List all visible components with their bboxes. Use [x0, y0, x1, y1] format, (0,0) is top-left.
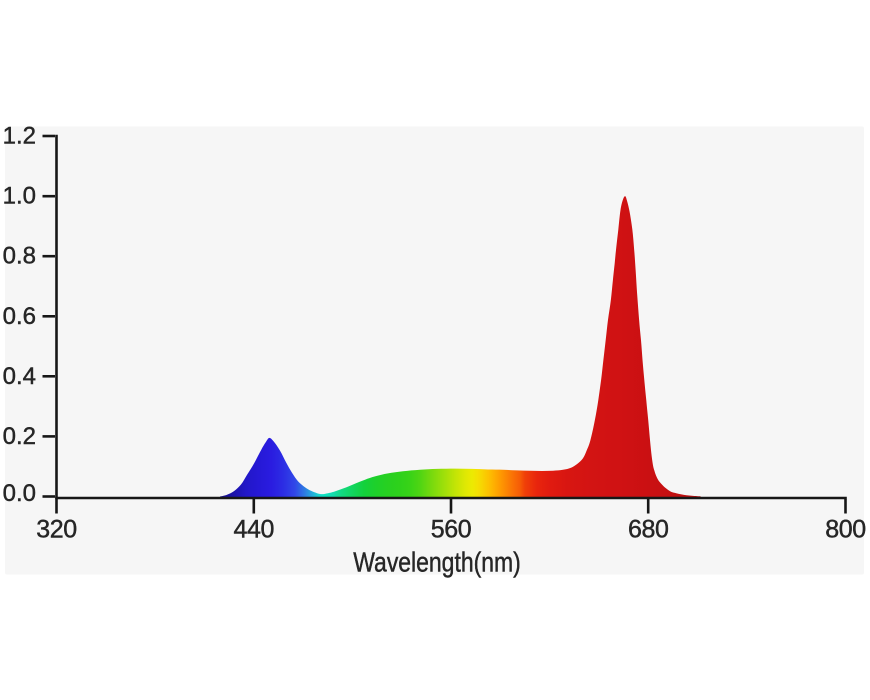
- svg-text:1.0: 1.0: [3, 183, 36, 210]
- svg-text:440: 440: [234, 516, 275, 544]
- svg-text:680: 680: [628, 516, 669, 544]
- svg-text:0.4: 0.4: [3, 363, 36, 390]
- svg-text:0.6: 0.6: [3, 303, 36, 330]
- svg-text:Wavelength(nm): Wavelength(nm): [353, 547, 521, 578]
- svg-text:0.0: 0.0: [3, 480, 36, 507]
- svg-text:0.2: 0.2: [3, 423, 36, 450]
- svg-text:320: 320: [36, 516, 77, 544]
- svg-text:0.8: 0.8: [3, 243, 36, 270]
- svg-text:560: 560: [431, 516, 472, 544]
- svg-text:1.2: 1.2: [3, 123, 36, 150]
- svg-text:800: 800: [825, 516, 866, 544]
